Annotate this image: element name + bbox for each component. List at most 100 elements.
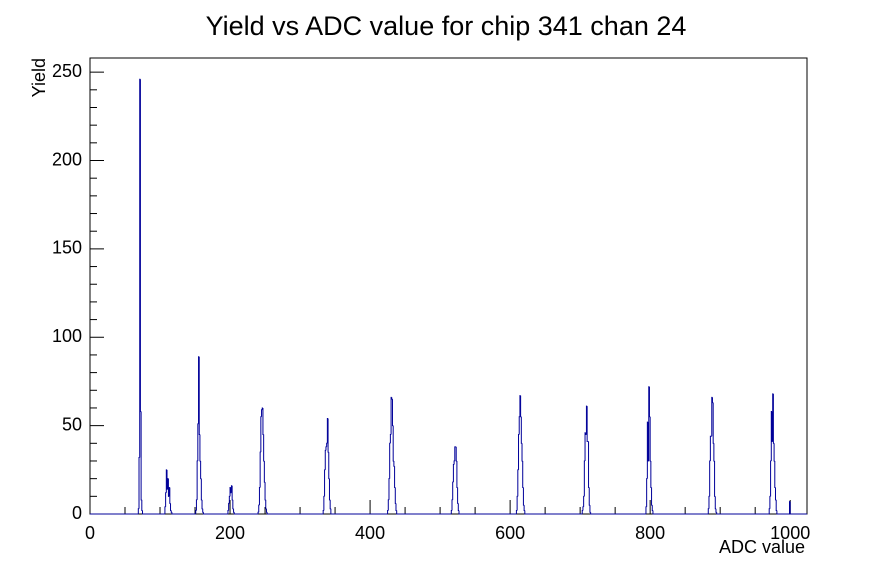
bar (774, 487, 777, 501)
bar (647, 422, 649, 462)
y-tick-label: 150 (52, 238, 82, 258)
bar (646, 421, 649, 479)
bar (230, 487, 232, 494)
y-tick-label: 200 (52, 149, 82, 169)
bar (583, 460, 586, 497)
bar (652, 510, 709, 515)
bar (709, 460, 711, 497)
bar (328, 478, 331, 501)
bar (137, 508, 140, 514)
x-tick-label: 0 (85, 523, 95, 543)
bar (776, 510, 790, 515)
bar (393, 460, 395, 467)
bar (523, 505, 525, 511)
bar (772, 393, 775, 444)
bar (770, 460, 772, 497)
bar (708, 495, 710, 509)
bar (585, 405, 588, 435)
bar (716, 512, 770, 515)
x-tick-label: 400 (355, 523, 385, 543)
chart-title: Yield vs ADC value for chip 341 chan 24 (206, 11, 687, 41)
bar (516, 495, 518, 511)
bar (517, 469, 519, 497)
bar (171, 512, 196, 515)
x-tick-label: 200 (215, 523, 245, 543)
bar (522, 460, 524, 488)
bar (711, 397, 714, 404)
bar (167, 478, 169, 490)
bar (196, 460, 198, 500)
bar (395, 503, 397, 511)
bar (200, 478, 203, 501)
bar (519, 395, 521, 417)
bar (263, 460, 266, 483)
bar (257, 511, 259, 514)
bar (452, 464, 455, 483)
bar (769, 495, 771, 509)
bar (167, 478, 170, 497)
bar (324, 469, 326, 497)
bar (169, 487, 171, 504)
bar (768, 508, 770, 514)
bar (165, 492, 167, 507)
bar (170, 503, 172, 511)
bar (198, 356, 200, 435)
bar (588, 441, 590, 488)
bar (142, 510, 165, 515)
bar (774, 460, 776, 488)
bar (166, 469, 168, 490)
x-tick-label: 600 (495, 523, 525, 543)
bar (326, 418, 329, 444)
y-tick-label: 250 (52, 61, 82, 81)
bar (264, 482, 266, 501)
x-tick-label: 800 (635, 523, 665, 543)
bar (648, 386, 650, 461)
bar (771, 411, 773, 443)
bar (200, 460, 202, 480)
bar (456, 460, 458, 488)
y-tick-label: 50 (62, 414, 82, 434)
bar (228, 495, 231, 504)
bar (454, 446, 456, 461)
bar (457, 503, 460, 511)
bar (141, 499, 143, 511)
bar (457, 487, 459, 504)
bar (394, 487, 396, 504)
bar (260, 416, 262, 453)
x-axis-label: ADC value (719, 537, 805, 557)
bar (518, 416, 520, 435)
bar (258, 504, 260, 513)
bar (233, 512, 259, 515)
bar (168, 486, 170, 497)
bar (261, 407, 263, 410)
bar (707, 508, 709, 514)
bar (458, 510, 517, 515)
bar (586, 406, 588, 443)
bar (262, 407, 264, 435)
bar (775, 499, 777, 511)
bar (394, 466, 396, 488)
bar (453, 460, 455, 465)
bar (524, 510, 583, 515)
bar (520, 416, 523, 444)
y-axis-label: Yield (29, 58, 49, 97)
bar (590, 512, 646, 515)
bar (712, 402, 714, 444)
bar (261, 409, 263, 417)
bar (328, 452, 330, 480)
bar (140, 411, 142, 501)
bar (651, 505, 653, 511)
bar (139, 78, 141, 458)
bar (770, 410, 772, 461)
bar (202, 512, 228, 515)
bar (231, 485, 233, 501)
bar (391, 397, 393, 400)
bar (330, 508, 388, 515)
bar (789, 501, 807, 515)
bar (138, 456, 140, 509)
bar (259, 451, 261, 488)
y-tick-label: 0 (72, 503, 82, 523)
bar (266, 512, 324, 515)
